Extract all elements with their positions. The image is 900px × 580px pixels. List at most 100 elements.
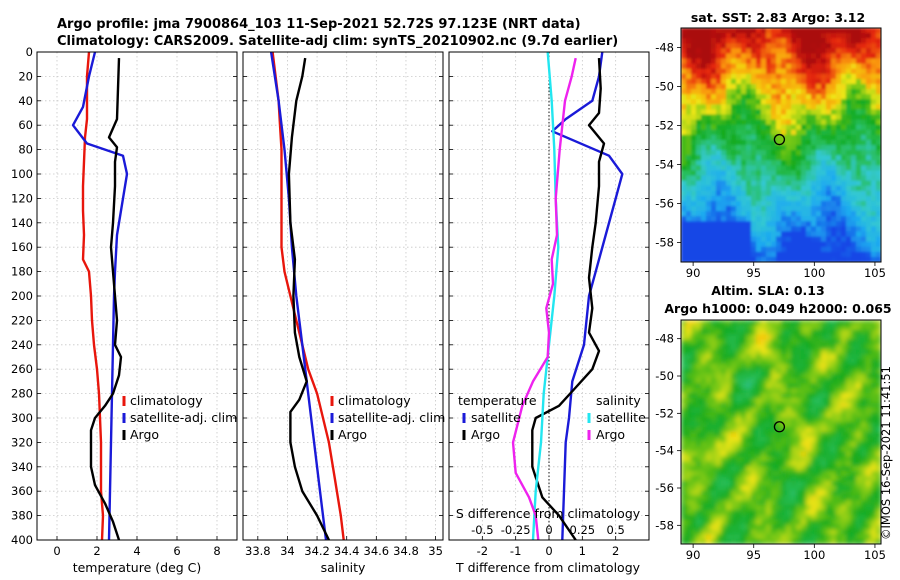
map-cell bbox=[776, 456, 782, 462]
map-cell bbox=[796, 378, 802, 384]
map-cell bbox=[726, 53, 732, 60]
map-cell bbox=[756, 190, 762, 197]
map-cell bbox=[856, 53, 862, 60]
map-cell bbox=[696, 339, 702, 345]
map-cell bbox=[701, 155, 707, 161]
map-cell bbox=[796, 246, 802, 253]
map-cell bbox=[806, 221, 812, 227]
map-cell bbox=[811, 211, 817, 217]
map-cell bbox=[821, 53, 827, 60]
map-cell bbox=[836, 519, 842, 526]
figure-title-line2: Climatology: CARS2009. Satellite-adj cli… bbox=[57, 34, 618, 49]
map-cell bbox=[826, 378, 832, 384]
map-cell bbox=[856, 329, 862, 336]
map-cell bbox=[821, 68, 827, 75]
map-x-tick-label: 95 bbox=[746, 548, 761, 562]
map-cell bbox=[731, 190, 737, 197]
map-cell bbox=[761, 89, 767, 95]
map-cell bbox=[816, 470, 822, 477]
map-cell bbox=[711, 68, 717, 75]
map-cell bbox=[766, 451, 772, 457]
map-cell bbox=[686, 339, 692, 345]
map-cell bbox=[861, 195, 867, 202]
map-cell bbox=[781, 58, 787, 65]
map-cell bbox=[711, 38, 717, 44]
map-cell bbox=[811, 129, 817, 136]
map-cell bbox=[711, 185, 717, 192]
map-cell bbox=[711, 109, 717, 116]
map-cell bbox=[846, 470, 852, 477]
map-cell bbox=[731, 231, 737, 238]
map-cell bbox=[796, 485, 802, 492]
map-cell bbox=[816, 236, 822, 243]
map-cell bbox=[696, 78, 702, 85]
imos-credit: ©IMOS 16-Sep-2021 11:41:51 bbox=[879, 366, 893, 540]
map-cell bbox=[756, 114, 762, 121]
map-cell bbox=[761, 33, 767, 39]
map-cell bbox=[766, 134, 772, 141]
map-cell bbox=[856, 358, 862, 365]
map-y-tick-label: -56 bbox=[655, 197, 674, 211]
map-cell bbox=[796, 134, 802, 141]
map-cell bbox=[826, 170, 832, 177]
map-cell bbox=[721, 241, 727, 248]
map-cell bbox=[696, 358, 702, 365]
map-cell bbox=[721, 388, 727, 394]
map-cell bbox=[721, 200, 727, 207]
map-cell bbox=[731, 165, 737, 172]
map-cell bbox=[831, 160, 837, 166]
map-cell bbox=[791, 33, 797, 39]
map-cell bbox=[691, 185, 697, 192]
map-cell bbox=[841, 109, 847, 116]
map-cell bbox=[766, 68, 772, 75]
map-cell bbox=[696, 160, 702, 166]
map-cell bbox=[871, 221, 877, 227]
map-cell bbox=[841, 349, 847, 355]
map-cell bbox=[786, 475, 792, 482]
map-cell bbox=[776, 63, 782, 70]
map-cell bbox=[841, 383, 847, 389]
map-cell bbox=[701, 324, 707, 331]
map-cell bbox=[776, 466, 782, 472]
map-cell bbox=[836, 246, 842, 253]
map-cell bbox=[831, 495, 837, 501]
map-cell bbox=[701, 373, 707, 380]
map-cell bbox=[831, 485, 837, 492]
map-cell bbox=[701, 388, 707, 394]
map-cell bbox=[786, 109, 792, 116]
map-cell bbox=[706, 38, 712, 44]
map-cell bbox=[796, 344, 802, 350]
map-cell bbox=[866, 441, 872, 448]
map-cell bbox=[831, 446, 837, 453]
map-cell bbox=[736, 195, 742, 202]
map-cell bbox=[686, 500, 692, 506]
map-cell bbox=[856, 466, 862, 472]
map-cell bbox=[691, 475, 697, 482]
map-cell bbox=[731, 43, 737, 49]
map-cell bbox=[801, 466, 807, 472]
map-cell bbox=[766, 475, 772, 482]
map-cell bbox=[696, 441, 702, 448]
map-cell bbox=[816, 485, 822, 492]
map-cell bbox=[861, 495, 867, 501]
map-cell bbox=[726, 129, 732, 136]
map-cell bbox=[681, 388, 687, 394]
map-cell bbox=[796, 139, 802, 146]
map-cell bbox=[821, 139, 827, 146]
map-cell bbox=[851, 114, 857, 121]
map-cell bbox=[796, 48, 802, 55]
map-cell bbox=[681, 373, 687, 380]
map-cell bbox=[746, 221, 752, 227]
map-cell bbox=[721, 175, 727, 182]
map-cell bbox=[836, 446, 842, 453]
map-cell bbox=[836, 28, 842, 34]
map-cell bbox=[756, 324, 762, 331]
map-cell bbox=[766, 211, 772, 217]
map-cell bbox=[771, 99, 777, 105]
map-cell bbox=[771, 114, 777, 121]
map-cell bbox=[686, 412, 692, 418]
map-cell bbox=[766, 534, 772, 540]
map-cell bbox=[811, 461, 817, 467]
map-cell bbox=[861, 139, 867, 146]
map-cell bbox=[681, 358, 687, 365]
